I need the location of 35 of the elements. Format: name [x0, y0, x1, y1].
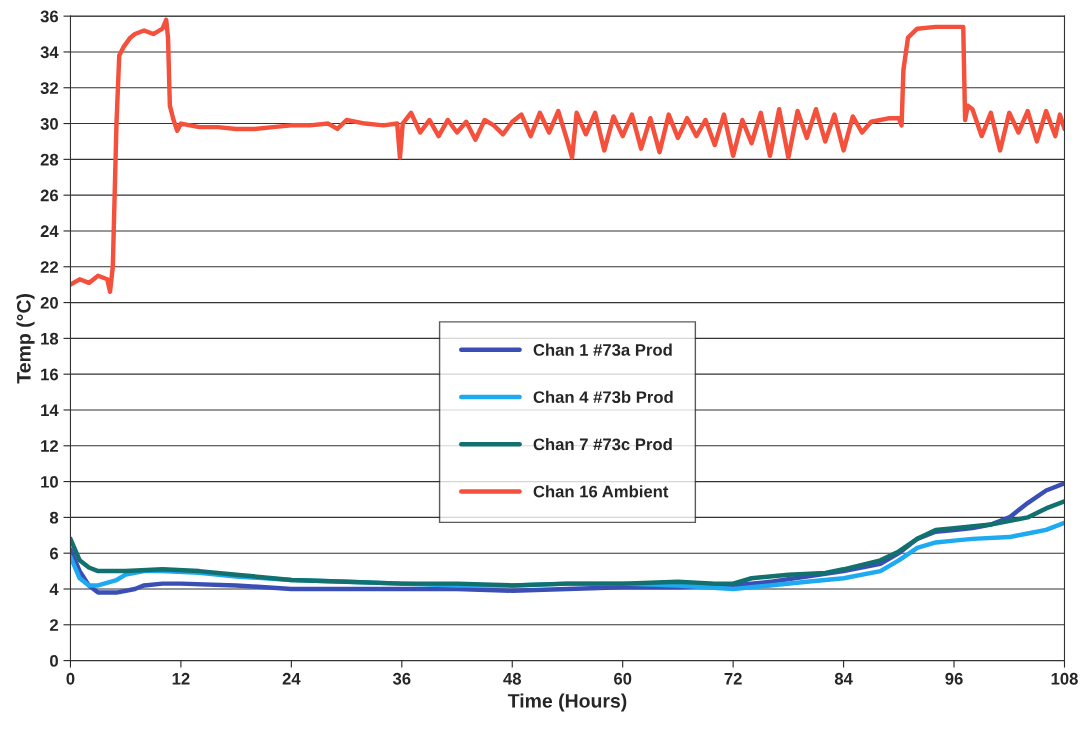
x-axis-title: Time (Hours) — [507, 693, 627, 712]
y-axis-title: Temp (°C) — [16, 294, 35, 384]
x-tick-label: 72 — [724, 672, 742, 685]
x-tick-label: 84 — [834, 672, 853, 685]
x-tick-label: 12 — [172, 672, 190, 685]
y-tick-label: 12 — [41, 440, 58, 452]
legend-label: Chan 1 #73a Prod — [533, 343, 672, 356]
legend-label: Chan 7 #73c Prod — [533, 437, 672, 451]
y-tick-label: 16 — [41, 368, 59, 381]
y-tick-label: 32 — [40, 82, 58, 94]
x-tick-label: 60 — [614, 672, 632, 685]
x-tick-label: 96 — [945, 672, 963, 685]
y-tick-label: 28 — [40, 153, 59, 166]
legend-label: Chan 4 #73b Prod — [533, 390, 673, 404]
y-tick-label: 2 — [49, 619, 58, 631]
y-tick-label: 8 — [49, 511, 59, 524]
y-tick-label: 22 — [40, 261, 58, 273]
y-tick-label: 14 — [41, 404, 59, 417]
y-tick-label: 4 — [49, 583, 59, 596]
y-tick-label: 26 — [40, 189, 59, 202]
y-tick-label: 24 — [40, 225, 59, 237]
y-tick-label: 6 — [50, 547, 59, 560]
y-tick-label: 30 — [40, 117, 58, 130]
y-tick-label: 0 — [50, 655, 58, 667]
x-tick-label: 108 — [1051, 672, 1078, 685]
y-tick-label: 18 — [41, 332, 59, 345]
x-tick-label: 48 — [503, 672, 522, 685]
y-tick-label: 20 — [40, 296, 58, 309]
y-tick-label: 10 — [41, 475, 58, 488]
y-tick-label: 36 — [40, 10, 59, 23]
x-tick-label: 0 — [66, 672, 75, 685]
x-tick-label: 36 — [392, 672, 411, 685]
y-tick-label: 34 — [40, 46, 59, 59]
x-tick-label: 24 — [282, 672, 301, 685]
legend-label: Chan 16 Ambient — [533, 485, 669, 498]
